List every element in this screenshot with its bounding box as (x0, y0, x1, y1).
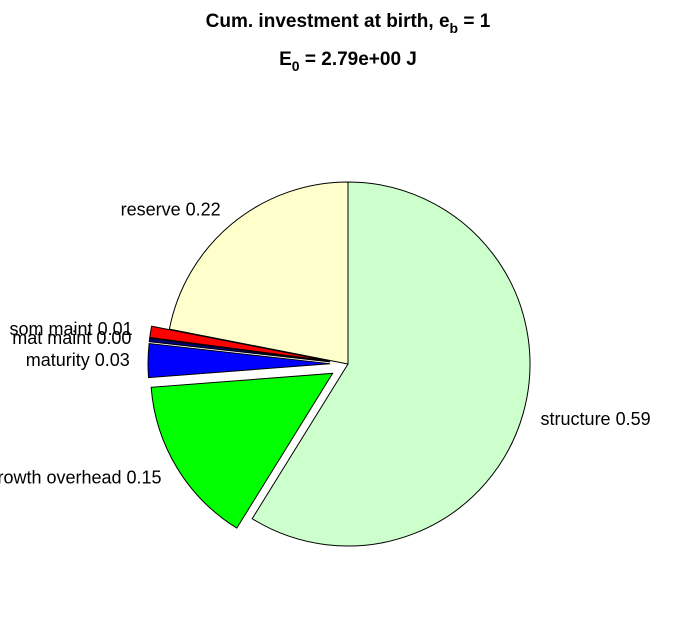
slice-label-value: 0.59 (616, 409, 651, 429)
subtitle-sub: 0 (292, 58, 300, 74)
slice-label-name: structure (541, 409, 611, 429)
slice-label-value: 0.03 (95, 350, 130, 370)
slice-label-name: mat maint (12, 328, 91, 348)
title-text: Cum. investment at birth, e (206, 11, 450, 32)
pie-slice (251, 181, 531, 547)
slice-label-name: maturity (26, 350, 90, 370)
pie-slice (150, 372, 334, 529)
slice-label-name: reserve (121, 199, 181, 219)
slice-label-value: 0.22 (186, 199, 221, 219)
slice-label: mat maint 0.00 (12, 328, 131, 348)
slice-label-value: 0.15 (127, 467, 162, 487)
subtitle-after: = 2.79e+00 J (300, 49, 417, 70)
chart-title: Cum. investment at birth, eb = 1 (206, 11, 491, 36)
pie-slice (149, 325, 331, 362)
pie-slice (147, 342, 331, 379)
slice-label: som maint 0.01 (10, 319, 133, 339)
slice-label: growth overhead 0.15 (0, 467, 162, 487)
subtitle-text: E (279, 49, 292, 70)
slice-label: structure 0.59 (541, 409, 651, 429)
title-sub: b (450, 20, 459, 36)
slice-label-name: growth overhead (0, 467, 122, 487)
pie-slice (168, 181, 349, 365)
slice-label: reserve 0.22 (121, 199, 221, 219)
slice-label-name: som maint (10, 319, 93, 339)
slice-label-value: 0.00 (96, 328, 131, 348)
title-after: = 1 (458, 11, 491, 32)
pie-slice (148, 337, 331, 363)
slice-label: maturity 0.03 (26, 350, 130, 370)
slice-label-value: 0.01 (98, 319, 133, 339)
chart-subtitle: E0 = 2.79e+00 J (279, 49, 417, 74)
